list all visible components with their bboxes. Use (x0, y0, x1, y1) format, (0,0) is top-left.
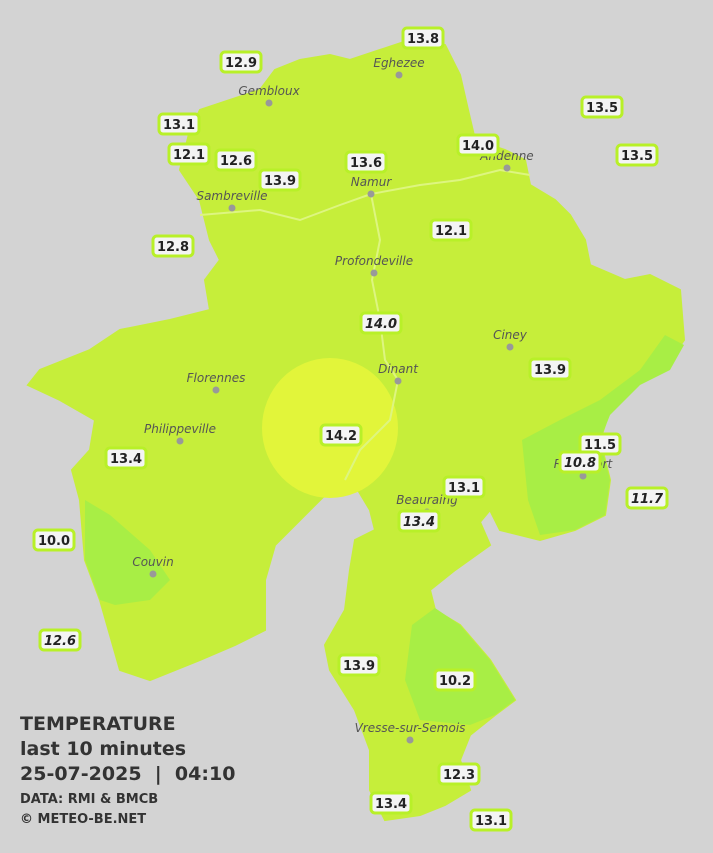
station-value: 13.1 (163, 118, 195, 133)
station-value: 12.6 (44, 634, 76, 649)
station-value: 13.5 (621, 149, 653, 164)
city-dot (406, 736, 414, 744)
legend-datetime: 25-07-2025 | 04:10 (20, 763, 235, 785)
station-box (258, 168, 302, 192)
station-box (469, 808, 513, 832)
city-dot (370, 269, 378, 277)
station-box (397, 509, 441, 533)
station-value: 11.5 (584, 438, 616, 453)
station-value: 10.8 (564, 456, 596, 471)
station-box (104, 446, 148, 470)
station-box (558, 450, 602, 474)
station-box (369, 791, 413, 815)
station-value: 12.6 (220, 154, 252, 169)
city-label: Vresse-sur-Semois (355, 721, 466, 735)
legend-credit: © METEO-BE.NET (20, 812, 146, 827)
city-dot (503, 164, 511, 172)
station-box (401, 26, 445, 50)
station-box (337, 653, 381, 677)
city-label: Beauraing (396, 493, 458, 507)
cool-zone (405, 608, 515, 725)
station-box (167, 142, 211, 166)
city-label: Eghezee (373, 56, 424, 70)
city-label: Ciney (493, 328, 528, 342)
station-box (319, 423, 363, 447)
station-box (214, 148, 258, 172)
city-dot (228, 204, 236, 212)
city-label: Philippeville (144, 422, 216, 436)
city-dot (395, 71, 403, 79)
station-box (32, 528, 76, 552)
station-box (429, 218, 473, 242)
station-value: 13.6 (350, 156, 382, 171)
station-value: 10.2 (439, 674, 471, 689)
city-dot (506, 343, 514, 351)
city-label: Namur (351, 175, 393, 189)
station-box (442, 475, 486, 499)
station-value: 13.9 (343, 659, 375, 674)
city-label: Sambreville (196, 189, 267, 203)
station-box (433, 668, 477, 692)
station-value: 12.8 (157, 240, 189, 255)
cool-zone (522, 335, 684, 535)
station-box (625, 486, 669, 510)
station-value: 14.0 (462, 139, 494, 154)
station-box (359, 311, 403, 335)
station-box (219, 50, 263, 74)
station-value: 14.0 (365, 317, 397, 332)
city-label: Profondeville (335, 254, 413, 268)
station-value: 12.9 (225, 56, 257, 71)
city-label: Florennes (187, 371, 246, 385)
city-label: Gembloux (238, 84, 300, 98)
station-value: 13.4 (403, 515, 435, 530)
city-label: Couvin (132, 555, 173, 569)
station-value: 13.1 (448, 481, 480, 496)
station-value: 12.1 (435, 224, 467, 239)
river (344, 193, 400, 481)
station-value: 13.1 (475, 814, 507, 829)
city-label: Dinant (378, 362, 419, 376)
station-value: 10.0 (38, 534, 70, 549)
station-value: 13.4 (110, 452, 142, 467)
city-dot (394, 377, 402, 385)
station-value: 11.7 (631, 492, 664, 507)
station-value: 13.9 (264, 174, 296, 189)
cool-zone (85, 500, 170, 605)
station-value: 13.8 (407, 32, 439, 47)
city-dot (176, 437, 184, 445)
city-dot (367, 190, 375, 198)
station-value: 14.2 (325, 429, 357, 444)
station-box (38, 628, 82, 652)
station-value: 13.9 (534, 363, 566, 378)
city-dot (149, 570, 157, 578)
station-box (580, 95, 624, 119)
legend-title: TEMPERATURE (20, 713, 176, 735)
legend-period: last 10 minutes (20, 738, 186, 760)
station-box (456, 133, 500, 157)
station-box (528, 357, 572, 381)
station-box (157, 112, 201, 136)
city-dot (265, 99, 273, 107)
station-value: 12.1 (173, 148, 205, 163)
legend-source: DATA: RMI & BMCB (20, 792, 158, 807)
station-box (615, 143, 659, 167)
station-value: 13.5 (586, 101, 618, 116)
city-dot (579, 472, 587, 480)
station-box (151, 234, 195, 258)
station-box (344, 150, 388, 174)
station-value: 13.4 (375, 797, 407, 812)
station-value: 12.3 (443, 768, 475, 783)
station-box (437, 762, 481, 786)
city-dot (212, 386, 220, 394)
